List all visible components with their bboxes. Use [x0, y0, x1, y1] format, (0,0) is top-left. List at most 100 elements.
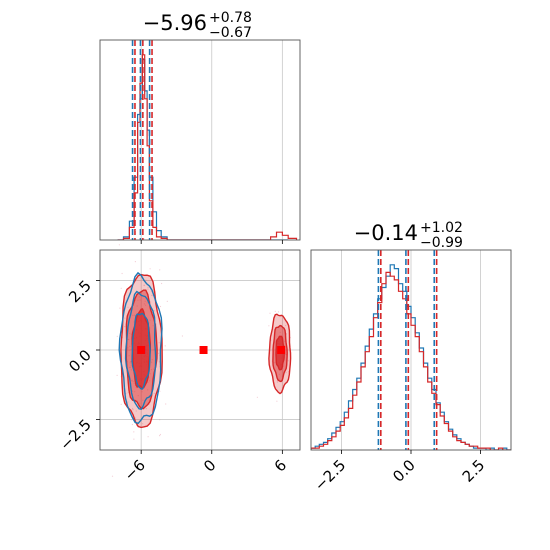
panel-frame — [99, 39, 301, 241]
scatter-point — [134, 391, 136, 393]
scatter-point — [133, 438, 135, 440]
scatter-point — [133, 314, 135, 316]
scatter-point — [159, 433, 161, 436]
scatter-point — [276, 380, 278, 382]
scatter-point — [149, 319, 151, 321]
scatter-point — [134, 261, 136, 263]
scatter-point — [151, 359, 153, 361]
scatter-point — [285, 372, 287, 374]
scatter-point — [159, 390, 161, 392]
scatter-point — [256, 396, 258, 398]
contour-blue — [124, 290, 157, 410]
scatter-point — [149, 268, 151, 270]
histogram-red — [311, 271, 511, 450]
scatter-point — [142, 399, 144, 401]
scatter-point — [128, 349, 130, 351]
scatter-point — [153, 310, 156, 312]
panel-title-lower: −0.99 — [420, 235, 463, 251]
scatter-point — [111, 475, 114, 477]
scatter-point — [124, 326, 126, 328]
scatter-point — [279, 331, 281, 333]
x-tick-label: 2.5 — [459, 456, 489, 486]
scatter-point — [136, 305, 138, 307]
scatter-point — [158, 352, 160, 354]
scatter-point — [130, 360, 132, 363]
scatter-point — [137, 299, 139, 301]
point-marker — [199, 346, 208, 354]
scatter-point — [130, 349, 132, 351]
scatter-point — [159, 435, 161, 437]
scatter-point — [118, 244, 120, 246]
panel-title-median: −5.96 — [143, 11, 207, 35]
scatter-point — [165, 403, 167, 405]
scatter-point — [128, 339, 130, 341]
scatter-point — [133, 382, 135, 385]
scatter-point — [127, 306, 129, 308]
scatter-point — [142, 423, 144, 425]
scatter-point — [132, 314, 134, 317]
scatter-point — [145, 279, 147, 281]
contour-panel: −6 0 6 −2.5 0.0 2.5 — [56, 229, 301, 484]
scatter-point — [166, 300, 168, 302]
scatter-point — [130, 365, 132, 367]
scatter-point — [159, 269, 161, 271]
scatter-point — [131, 419, 133, 421]
contour-blue — [118, 271, 163, 425]
scatter-point — [277, 311, 280, 313]
scatter-point — [129, 366, 131, 368]
scatter-point — [278, 378, 280, 380]
scatter-point — [124, 317, 126, 319]
scatter-point — [147, 381, 149, 384]
scatter-point — [135, 229, 137, 232]
scatter-point — [274, 310, 276, 312]
scatter-point — [147, 286, 149, 289]
histogram-red — [117, 54, 298, 240]
scatter-point — [127, 347, 129, 349]
scatter-point — [151, 361, 153, 363]
panel-title-median: −0.14 — [354, 221, 418, 245]
panel-title-upper: +1.02 — [420, 220, 463, 236]
scatter-point — [147, 389, 149, 391]
x-tick-label: 0 — [200, 456, 219, 475]
scatter-point — [143, 238, 145, 240]
scatter-point — [151, 294, 153, 296]
scatter-point — [268, 325, 270, 327]
histogram-panel-param1: −2.5 0.0 2.5 −0.14 +1.02 −0.99 — [310, 220, 512, 495]
contour-blue — [131, 312, 151, 390]
scatter-point — [159, 305, 162, 308]
scatter-point — [152, 368, 154, 370]
scatter-point — [121, 272, 123, 275]
scatter-point — [116, 374, 118, 376]
scatter-point — [133, 431, 135, 433]
scatter-point — [145, 304, 147, 306]
scatter-point — [119, 307, 121, 309]
scatter-point — [137, 395, 139, 397]
scatter-point — [273, 362, 275, 364]
scatter-point — [132, 409, 134, 411]
scatter-point — [285, 353, 287, 355]
scatter-point — [116, 335, 118, 337]
scatter-point — [144, 300, 146, 302]
x-tick-label: −6 — [121, 456, 149, 484]
y-tick-label: 0.0 — [65, 346, 95, 376]
scatter-point — [127, 392, 129, 394]
scatter-point — [139, 299, 141, 301]
y-tick-label: 2.5 — [65, 277, 95, 307]
scatter-point — [132, 407, 134, 410]
scatter-point — [132, 380, 134, 383]
scatter-point — [158, 342, 160, 344]
scatter-point — [152, 325, 154, 327]
scatter-point — [181, 335, 183, 337]
scatter-point — [129, 362, 131, 364]
scatter-point — [161, 282, 163, 285]
scatter-point — [143, 303, 145, 305]
scatter-point — [130, 333, 132, 335]
scatter-point — [273, 328, 275, 330]
scatter-point — [130, 369, 132, 371]
scatter-point — [145, 408, 147, 410]
histogram-panel-param0: −5.96 +0.78 −0.67 — [99, 10, 301, 244]
scatter-point — [134, 417, 136, 419]
scatter-point — [149, 373, 151, 375]
scatter-point — [150, 369, 152, 371]
